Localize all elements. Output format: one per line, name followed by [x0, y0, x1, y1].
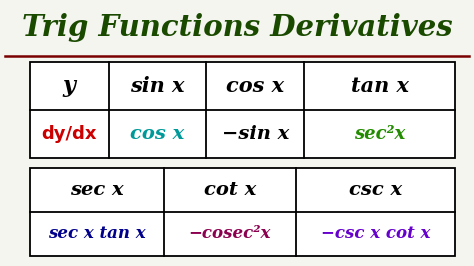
Text: −csc x cot x: −csc x cot x: [320, 226, 430, 243]
Text: −sin x: −sin x: [222, 125, 289, 143]
Text: tan x: tan x: [351, 76, 409, 96]
Text: cos x: cos x: [130, 125, 185, 143]
Text: dy/dx: dy/dx: [42, 125, 97, 143]
Text: −cosec²x: −cosec²x: [189, 226, 271, 243]
Text: cos x: cos x: [226, 76, 284, 96]
Text: cot x: cot x: [204, 181, 256, 199]
Text: sec²x: sec²x: [354, 125, 405, 143]
Text: csc x: csc x: [349, 181, 402, 199]
Text: sec x: sec x: [70, 181, 124, 199]
Bar: [30, 168, 455, 256]
Text: sec x tan x: sec x tan x: [48, 226, 146, 243]
Bar: [30, 62, 455, 158]
Text: sin x: sin x: [130, 76, 185, 96]
Text: Trig Functions Derivatives: Trig Functions Derivatives: [22, 14, 452, 43]
Text: y: y: [63, 75, 76, 97]
